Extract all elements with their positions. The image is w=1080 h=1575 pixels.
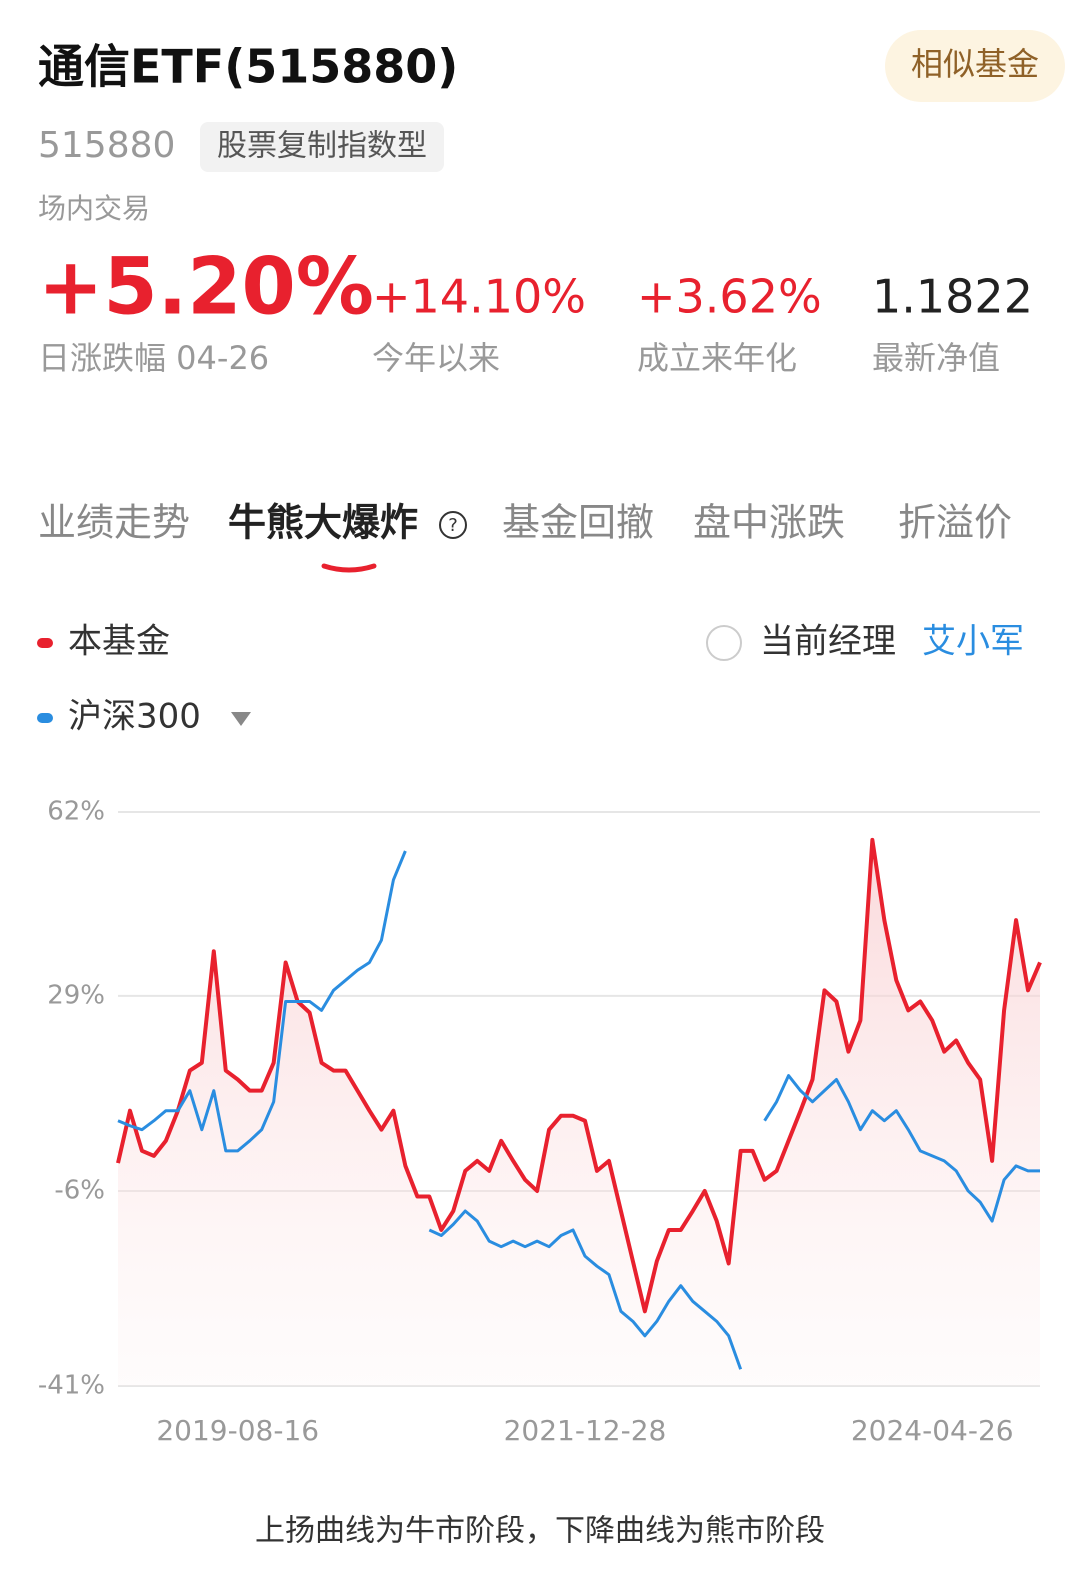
y-tick-label: 29% xyxy=(47,980,105,1010)
legend-dot xyxy=(37,713,53,723)
y-tick-label: -41% xyxy=(38,1371,105,1401)
stat-label: 今年以来 xyxy=(372,339,500,377)
ytd-change: +14.10% xyxy=(372,270,586,324)
nav: 1.1822 xyxy=(872,270,1033,324)
line xyxy=(117,850,1040,1370)
stat-label: 成立来年化 xyxy=(637,339,797,377)
tag-bg xyxy=(200,122,444,172)
area xyxy=(118,839,1040,1386)
chart: 62% 29% -6% -41% 2019-08-16 2021-12-28 2024-04… xyxy=(38,797,1042,1447)
fund-code: 515880 xyxy=(38,125,175,166)
legend-dot xyxy=(37,638,53,648)
tab[interactable]: 盘中涨跌 xyxy=(693,501,845,545)
tab[interactable]: 基金回撤 xyxy=(502,501,654,545)
tab[interactable]: 业绩走势 xyxy=(38,501,190,545)
tab-active[interactable]: 牛熊大爆炸 xyxy=(228,501,418,545)
footer-note: 上扬曲线为牛市阶段，下降曲线为熊市阶段 xyxy=(255,1514,825,1549)
legend-label[interactable]: 沪深300 xyxy=(68,697,201,737)
stat-label: 最新净值 xyxy=(872,339,1000,377)
similar-button-label[interactable]: 相似基金 xyxy=(911,45,1039,83)
x-tick-label: 2021-12-28 xyxy=(504,1414,667,1447)
y-tick-label: -6% xyxy=(54,1175,105,1205)
line xyxy=(116,837,1042,1314)
manager-label: 当前经理 xyxy=(760,622,896,662)
y-tick-label: 62% xyxy=(47,797,105,827)
x-tick-label: 2019-08-16 xyxy=(156,1414,319,1447)
help-icon[interactable] xyxy=(439,511,467,539)
legend-label: 本基金 xyxy=(68,622,170,662)
x-tick-label: 2024-04-26 xyxy=(851,1414,1014,1447)
fund-title: 通信ETF(515880) xyxy=(38,40,458,94)
tab-underline xyxy=(321,563,377,573)
manager-radio[interactable] xyxy=(706,625,742,661)
daily-change: +5.20% xyxy=(38,242,374,332)
dropdown-arrow[interactable] xyxy=(231,712,251,726)
annualized: +3.62% xyxy=(637,270,822,324)
tab[interactable]: 折溢价 xyxy=(898,501,1012,545)
market: 场内交易 xyxy=(38,192,150,225)
fund-tag: 股票复制指数型 xyxy=(217,129,427,164)
manager-name[interactable]: 艾小军 xyxy=(922,622,1024,662)
help-icon-glyph: ? xyxy=(448,515,458,536)
similar-button[interactable] xyxy=(885,30,1065,102)
stat-label: 日涨跌幅 04-26 xyxy=(38,339,269,377)
